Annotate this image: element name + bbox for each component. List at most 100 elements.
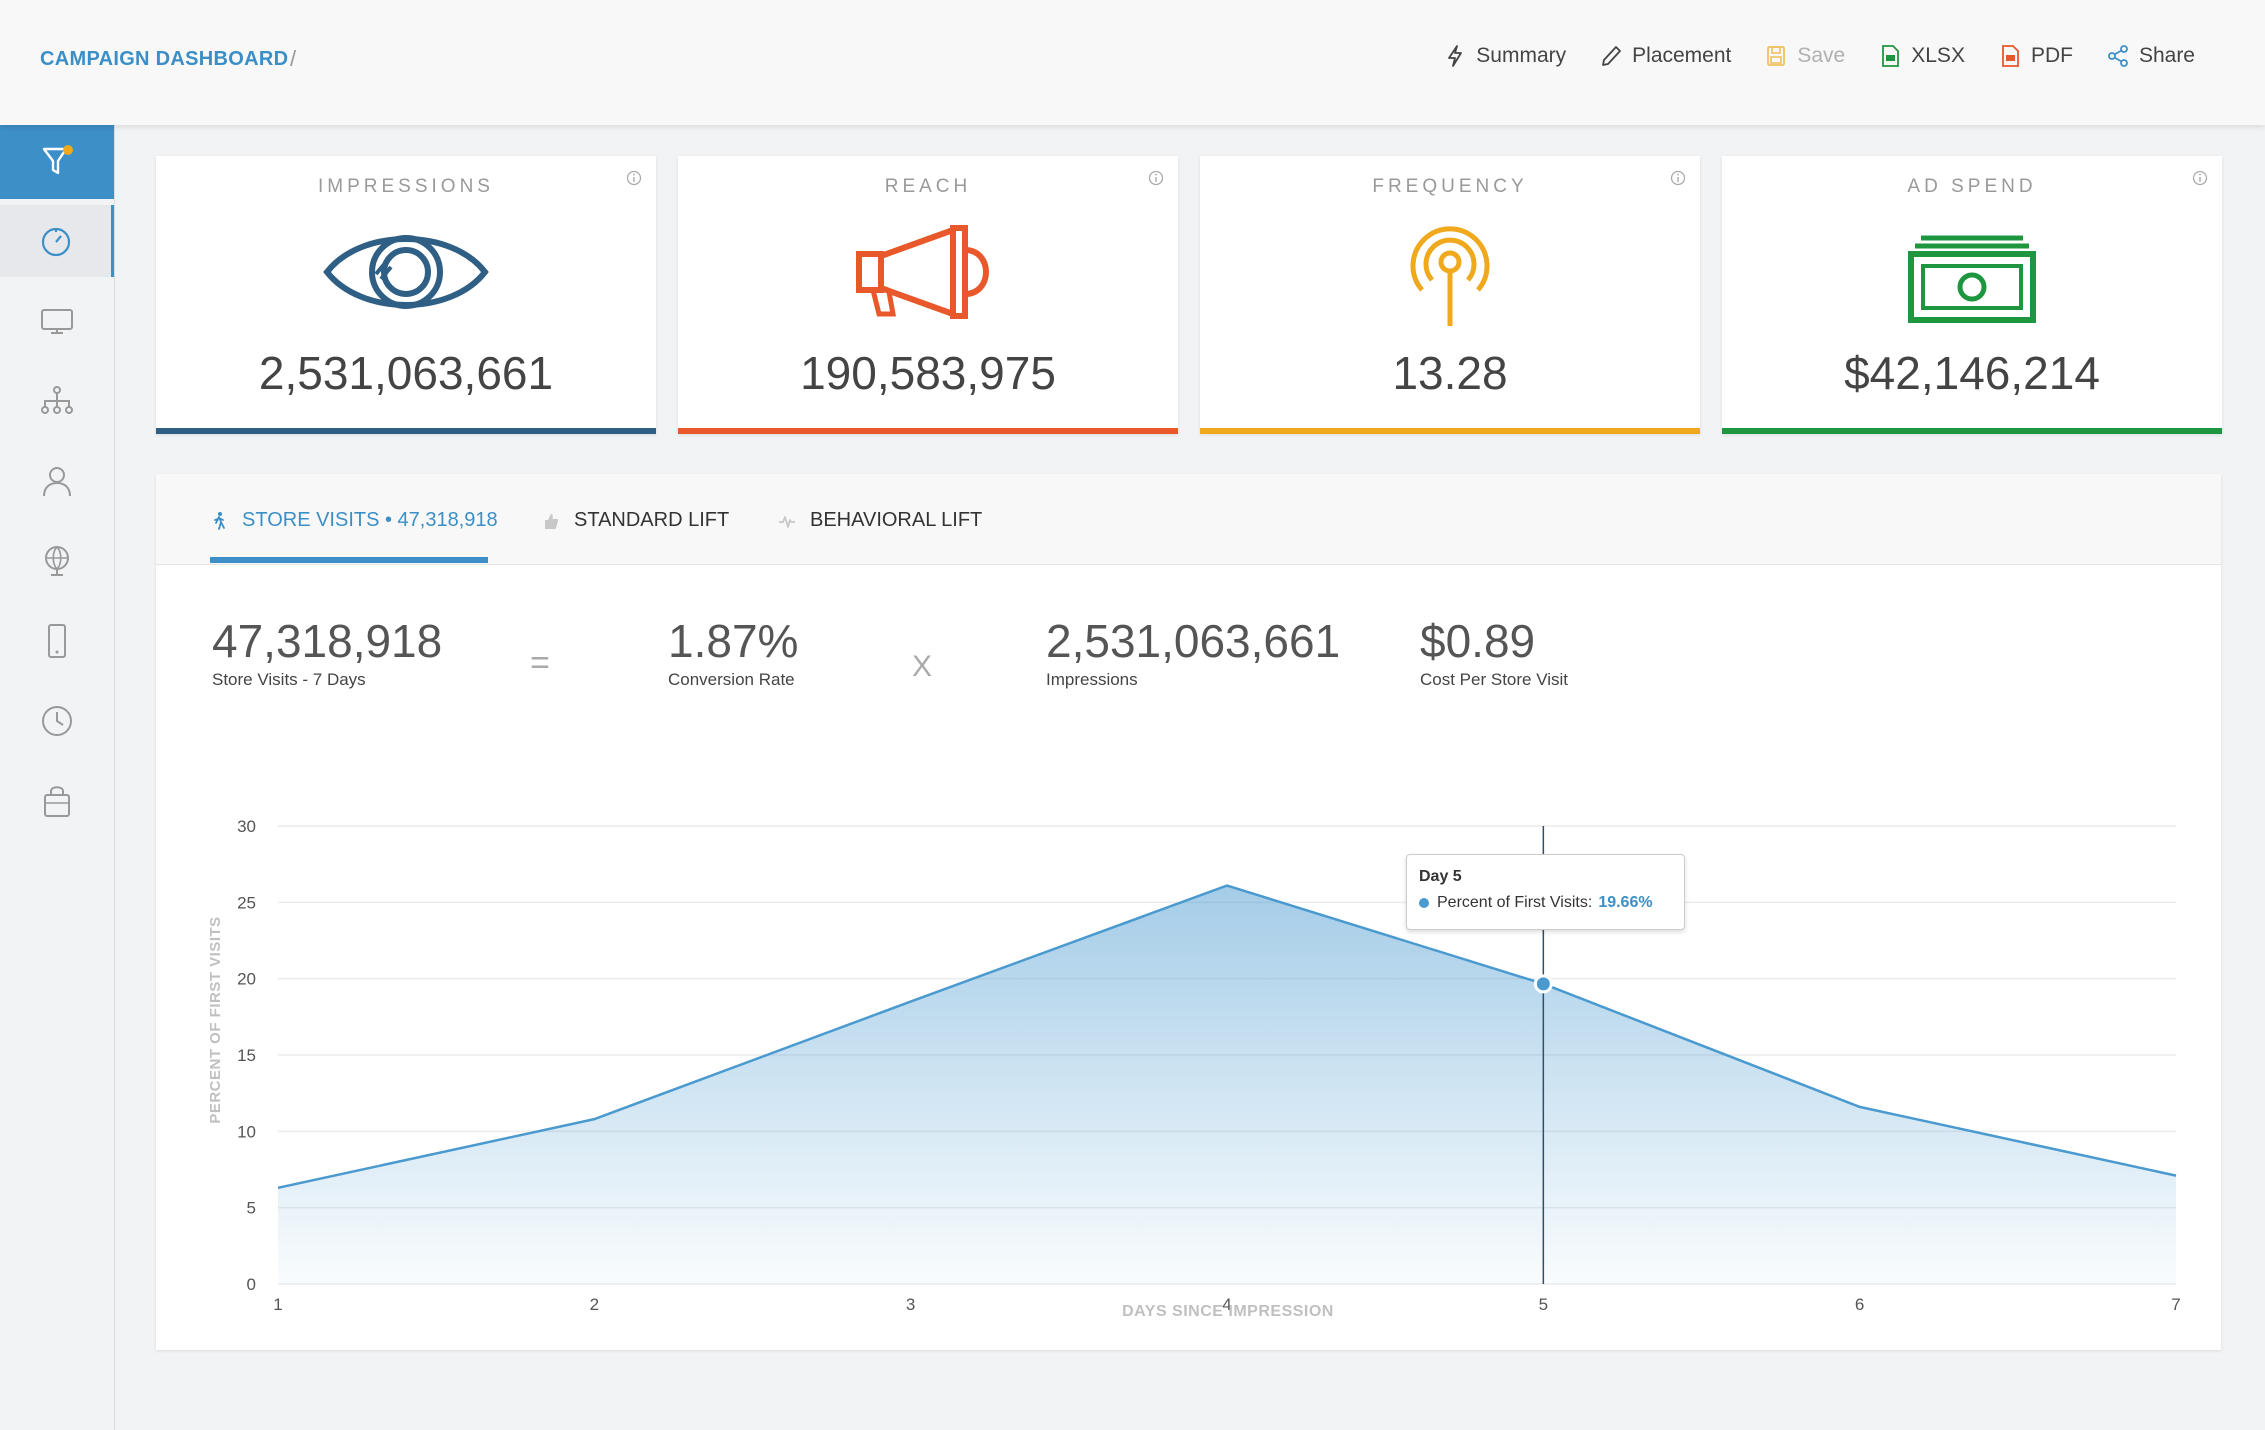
tooltip-series-name: Percent of First Visits: bbox=[1437, 894, 1593, 911]
x-tick-label: 3 bbox=[906, 1295, 915, 1314]
kpi-color-bar bbox=[678, 428, 1178, 434]
pulse-icon bbox=[779, 515, 795, 528]
equals-operator: = bbox=[530, 644, 550, 682]
info-icon[interactable] bbox=[2192, 170, 2208, 186]
tooltip-line: Percent of First Visits: 19.66% bbox=[1419, 894, 1653, 912]
sidebar-item-hierarchy[interactable] bbox=[0, 365, 114, 437]
sidebar-item-user[interactable] bbox=[0, 445, 114, 517]
tab-behavioral-lift[interactable]: BEHAVIORAL LIFT bbox=[778, 509, 982, 532]
series-dot bbox=[1419, 898, 1429, 908]
walking-icon bbox=[214, 511, 225, 530]
pdf-label: PDF bbox=[2030, 44, 2073, 67]
floppy-icon bbox=[1767, 46, 1786, 66]
panel-tabs: STORE VISITS • 47,318,918 STANDARD LIFT … bbox=[156, 474, 2221, 565]
breadcrumb-separator: / bbox=[290, 46, 297, 71]
xlsx-label: XLSX bbox=[1911, 44, 1965, 67]
metric-cost-per-visit: $0.89 Cost Per Store Visit bbox=[1420, 614, 1568, 690]
share-icon bbox=[2108, 45, 2128, 67]
hierarchy-icon bbox=[41, 386, 73, 414]
kpi-value: $42,146,214 bbox=[1844, 347, 2100, 399]
sidebar-item-monitor[interactable] bbox=[0, 285, 114, 357]
x-tick-label: 1 bbox=[273, 1295, 282, 1314]
filter-icon bbox=[42, 145, 73, 175]
y-tick-label: 0 bbox=[247, 1275, 256, 1294]
dashboard-icon bbox=[41, 227, 70, 257]
breadcrumb-campaign-dashboard[interactable]: CAMPAIGN DASHBOARD bbox=[40, 48, 289, 70]
kpi-card-frequency: FREQUENCY 13.28 bbox=[1200, 156, 1700, 434]
globe-icon bbox=[45, 546, 69, 576]
metric-store-visits: 47,318,918 Store Visits - 7 Days bbox=[212, 614, 442, 690]
metric-conversion-rate: 1.87% Conversion Rate bbox=[668, 614, 798, 690]
y-tick-label: 15 bbox=[237, 1046, 256, 1065]
sidebar-item-globe[interactable] bbox=[0, 525, 114, 597]
store-visits-panel: STORE VISITS • 47,318,918 STANDARD LIFT … bbox=[156, 474, 2221, 1350]
xlsx-button[interactable]: XLSX bbox=[1879, 44, 1965, 68]
monitor-icon bbox=[41, 309, 73, 334]
tab-store-visits[interactable]: STORE VISITS • 47,318,918 bbox=[210, 509, 498, 532]
tooltip-value: 19.66% bbox=[1598, 894, 1653, 911]
money-icon bbox=[1908, 235, 2036, 323]
sidebar-item-clock[interactable] bbox=[0, 685, 114, 757]
info-icon[interactable] bbox=[1148, 170, 1164, 186]
kpi-label: FREQUENCY bbox=[1372, 176, 1528, 197]
summary-button[interactable]: Summary bbox=[1444, 44, 1566, 68]
sidebar-item-shopping[interactable] bbox=[0, 765, 114, 837]
toolbar: Summary Placement Save XLSX PDF Share bbox=[1410, 44, 2195, 68]
kpi-value: 190,583,975 bbox=[800, 347, 1056, 399]
metric-label: Impressions bbox=[1046, 670, 1138, 689]
info-icon[interactable] bbox=[626, 170, 642, 186]
megaphone-icon bbox=[856, 225, 989, 319]
sidebar-item-filter[interactable] bbox=[0, 125, 114, 199]
info-icon[interactable] bbox=[1670, 170, 1686, 186]
highlight-point[interactable] bbox=[1533, 974, 1553, 994]
shopping-bag-icon bbox=[44, 786, 70, 817]
eye-icon bbox=[323, 235, 489, 309]
metric-impressions: 2,531,063,661 Impressions bbox=[1046, 614, 1340, 690]
series-area bbox=[278, 885, 2176, 1284]
tab-standard-lift[interactable]: STANDARD LIFT bbox=[542, 509, 729, 532]
tab-label: BEHAVIORAL LIFT bbox=[810, 509, 983, 531]
top-header: CAMPAIGN DASHBOARD / Summary Placement S… bbox=[0, 0, 2265, 125]
metric-label: Conversion Rate bbox=[668, 670, 795, 689]
multiply-operator: X bbox=[912, 650, 933, 683]
x-axis-label: DAYS SINCE IMPRESSION bbox=[1122, 1303, 1334, 1320]
x-tick-label: 4 bbox=[1222, 1295, 1231, 1314]
chart-tooltip: Day 5 Percent of First Visits: 19.66% bbox=[1406, 854, 1685, 930]
bolt-icon bbox=[1448, 45, 1463, 67]
tab-label: STANDARD LIFT bbox=[574, 509, 730, 531]
metric-value: $0.89 bbox=[1420, 615, 1536, 667]
first-visits-area-chart: 0 5 10 15 20 25 30 1 2 3 4 5 6 7 PERCENT OF FIRST VIS… bbox=[207, 817, 2181, 1320]
broadcast-icon bbox=[1410, 226, 1490, 326]
metric-value: 2,531,063,661 bbox=[1046, 615, 1341, 667]
x-tick-label: 7 bbox=[2171, 1295, 2180, 1314]
share-button[interactable]: Share bbox=[2107, 44, 2195, 68]
save-label: Save bbox=[1797, 44, 1846, 67]
y-tick-label: 30 bbox=[237, 817, 256, 836]
pdf-file-icon bbox=[2002, 45, 2019, 67]
placement-button[interactable]: Placement bbox=[1600, 44, 1731, 68]
kpi-label: AD SPEND bbox=[1907, 176, 2037, 197]
save-button[interactable]: Save bbox=[1765, 44, 1845, 68]
sidebar-item-dashboard[interactable] bbox=[0, 205, 114, 277]
kpi-label: REACH bbox=[884, 176, 972, 197]
mobile-icon bbox=[48, 624, 66, 658]
thumbs-up-icon bbox=[545, 513, 559, 529]
sidebar-item-mobile[interactable] bbox=[0, 605, 114, 677]
kpi-card-impressions: IMPRESSIONS 2,531,063,661 bbox=[156, 156, 656, 434]
x-tick-label: 5 bbox=[1539, 1295, 1548, 1314]
placement-label: Placement bbox=[1632, 44, 1732, 67]
share-label: Share bbox=[2138, 44, 2195, 67]
tooltip-title: Day 5 bbox=[1419, 868, 1462, 885]
kpi-color-bar bbox=[1722, 428, 2222, 434]
clock-icon bbox=[42, 706, 72, 736]
x-tick-label: 6 bbox=[1855, 1295, 1864, 1314]
user-icon bbox=[43, 467, 71, 497]
kpi-card-ad-spend: AD SPEND $42,146,214 bbox=[1722, 156, 2222, 434]
y-tick-label: 25 bbox=[237, 893, 256, 912]
y-axis-label: PERCENT OF FIRST VISITS bbox=[207, 916, 224, 1123]
kpi-value: 13.28 bbox=[1392, 347, 1508, 399]
metric-label: Store Visits - 7 Days bbox=[212, 670, 366, 689]
kpi-color-bar bbox=[156, 428, 656, 434]
pdf-button[interactable]: PDF bbox=[1999, 44, 2073, 68]
metric-label: Cost Per Store Visit bbox=[1420, 670, 1569, 689]
